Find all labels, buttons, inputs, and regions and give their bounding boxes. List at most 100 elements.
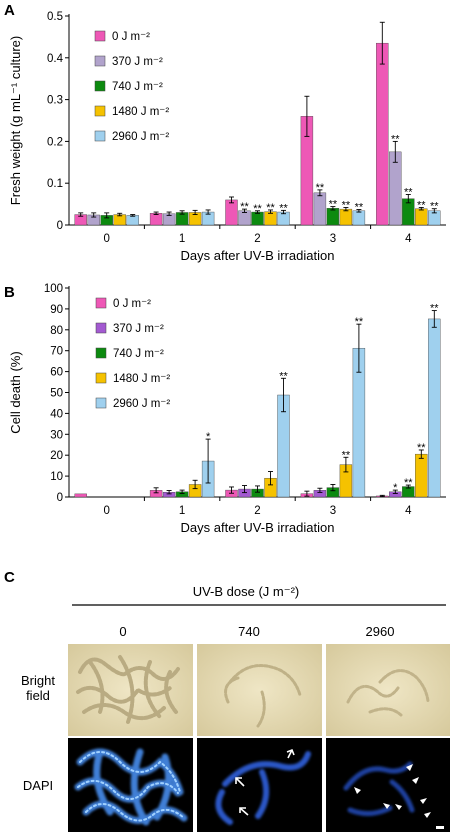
x-tick-label: 2 (254, 505, 260, 517)
y-tick-label: 30 (50, 429, 63, 441)
bar (313, 192, 327, 226)
legend-label: 740 J m⁻² (113, 348, 164, 360)
y-tick-label: 10 (50, 471, 63, 483)
y-tick-label: 0.2 (47, 136, 63, 148)
x-axis-label: Days after UV-B irradiation (181, 520, 335, 535)
y-tick-label: 90 (50, 304, 63, 316)
arrow-icon (235, 748, 295, 816)
legend-label: 370 J m⁻² (112, 56, 163, 68)
legend-swatch (95, 322, 107, 334)
x-tick-label: 4 (405, 505, 412, 517)
row-label-dapi: DAPI (23, 778, 53, 793)
x-tick-label: 2 (254, 233, 260, 245)
x-tick-label: 0 (103, 505, 109, 517)
significance-label: ** (316, 182, 325, 194)
y-tick-label: 0.3 (47, 95, 63, 107)
significance-label: ** (430, 303, 439, 315)
dose-label-2960: 2960 (366, 624, 395, 639)
y-tick-label: 40 (50, 408, 63, 420)
bar (376, 42, 389, 226)
bar (74, 493, 87, 498)
significance-label: ** (404, 186, 413, 198)
legend-swatch (94, 80, 106, 92)
significance-label: ** (417, 199, 426, 211)
bar (149, 213, 163, 226)
significance-label: ** (417, 442, 426, 454)
y-axis-label: Cell death (%) (8, 351, 23, 433)
legend-label: 2960 J m⁻² (112, 131, 169, 143)
legend-swatch (94, 55, 106, 67)
legend-label: 740 J m⁻² (112, 81, 163, 93)
legend-label: 1480 J m⁻² (112, 106, 169, 118)
significance-label: ** (279, 370, 288, 382)
legend-swatch (95, 347, 107, 359)
panel-label: A (4, 2, 15, 19)
bar (389, 151, 402, 226)
arrowhead-icon (354, 764, 431, 818)
y-tick-label: 80 (50, 325, 63, 337)
legend-label: 370 J m⁻² (113, 323, 164, 335)
significance-label: ** (404, 477, 413, 489)
legend-label: 2960 J m⁻² (113, 398, 170, 410)
significance-label: ** (391, 133, 400, 145)
y-tick-label: 70 (50, 346, 63, 358)
brightfield-image-0 (68, 644, 193, 736)
y-tick-label: 0.4 (47, 53, 64, 65)
significance-label: ** (240, 201, 249, 213)
x-tick-label: 1 (179, 505, 185, 517)
significance-label: ** (355, 202, 364, 214)
significance-label: ** (279, 202, 288, 214)
x-tick-label: 3 (330, 505, 336, 517)
y-tick-label: 0.1 (47, 178, 63, 190)
significance-label: ** (342, 449, 351, 461)
significance-label: ** (266, 202, 275, 214)
legend-swatch (95, 297, 107, 309)
significance-label: * (206, 431, 211, 443)
uvb-dose-title: UV-B dose (J m⁻²) (193, 584, 300, 599)
significance-label: ** (253, 203, 262, 215)
x-tick-label: 0 (103, 233, 109, 245)
legend-swatch (94, 130, 106, 142)
y-tick-label: 60 (50, 367, 63, 379)
x-tick-label: 4 (405, 233, 412, 245)
y-tick-label: 0.5 (47, 11, 63, 23)
legend-swatch (95, 372, 107, 384)
row-label-bright-field: Bright field (21, 673, 55, 703)
dose-label-0: 0 (119, 624, 126, 639)
bar (339, 208, 353, 226)
panel-c-micrographs: C UV-B dose (J m⁻²) 0 740 2960 Bright fie… (4, 569, 450, 832)
bar (415, 453, 428, 498)
panel-label: B (4, 284, 15, 301)
scale-bar (436, 826, 444, 829)
y-tick-label: 0 (57, 220, 63, 232)
legend-label: 0 J m⁻² (112, 31, 150, 43)
bar (126, 215, 139, 226)
significance-label: ** (329, 199, 338, 211)
y-tick-label: 100 (44, 283, 63, 295)
bar (428, 318, 441, 498)
dapi-image-2960 (326, 738, 450, 832)
dapi-image-740 (197, 738, 322, 832)
bar (225, 199, 238, 226)
x-axis-label: Days after UV-B irradiation (181, 248, 335, 263)
significance-label: ** (430, 201, 439, 213)
panel-a-chart: A 0 0.1 0.2 0.3 0.4 0.5 Fresh weight (g mL⁻¹ cu… (4, 2, 446, 263)
panel-c-label: C (4, 569, 15, 586)
legend-label: 0 J m⁻² (113, 298, 151, 310)
y-axis-label: Fresh weight (g mL⁻¹ culture) (8, 36, 23, 205)
y-tick-label: 0 (57, 492, 63, 504)
dapi-image-0 (68, 738, 193, 832)
significance-label: * (393, 482, 398, 494)
dose-label-740: 740 (238, 624, 260, 639)
legend-swatch (95, 397, 107, 409)
x-tick-label: 3 (330, 233, 336, 245)
significance-label: ** (342, 199, 351, 211)
y-tick-label: 20 (50, 450, 63, 462)
panel-b-chart: B 0 10 20 30 40 50 60 70 80 90 100 Cell death (%) 0 1 *… (4, 283, 446, 535)
bar (326, 208, 340, 226)
legend-swatch (94, 105, 106, 117)
brightfield-image-740 (197, 644, 322, 736)
brightfield-image-2960 (326, 644, 450, 736)
x-tick-label: 1 (179, 233, 185, 245)
significance-label: ** (355, 316, 364, 328)
